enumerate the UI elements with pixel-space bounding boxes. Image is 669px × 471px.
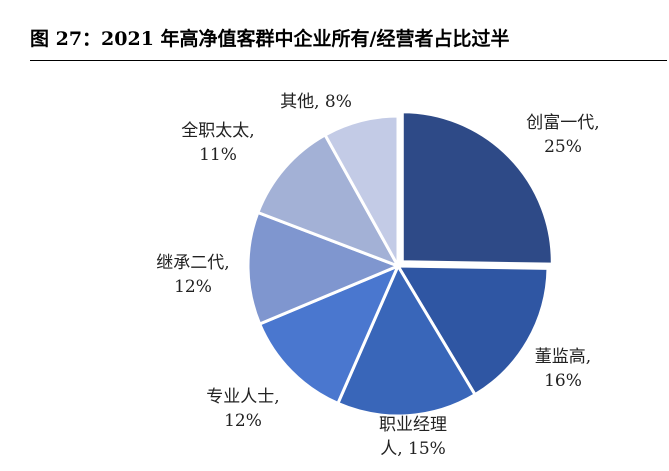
slice-label-3-line-1: 职业经理 <box>379 415 447 435</box>
slice-label-3-line-2: 人, 15% <box>380 439 446 459</box>
pie-slice-7 <box>323 114 400 268</box>
slice-label-6-line-2: 11% <box>199 145 237 165</box>
pie-slice-6 <box>256 133 400 268</box>
title-underline <box>30 60 667 61</box>
slice-label-2-line-1: 董监高, <box>535 347 591 367</box>
slice-label-1-line-1: 创富一代, <box>526 113 599 133</box>
slice-label-4-line-2: 12% <box>224 411 262 431</box>
slice-label-4-line-1: 专业人士, <box>206 387 279 407</box>
pie-slice-5 <box>246 210 400 326</box>
slice-label-2-line-2: 16% <box>544 371 582 391</box>
slice-label-5-line-1: 继承二代, <box>156 253 229 273</box>
slice-label-1-line-2: 25% <box>544 137 582 157</box>
slice-label-7-line-1: 其他, 8% <box>280 92 352 112</box>
slice-label-5-line-2: 12% <box>174 277 212 297</box>
pie-slice-2 <box>396 264 550 397</box>
chart-title: 图 27：2021 年高净值客群中企业所有/经营者占比过半 <box>30 28 510 50</box>
slice-label-6-line-1: 全职太太, <box>181 121 254 141</box>
pie-slice-3 <box>336 264 477 418</box>
pie-slice-4 <box>258 264 400 405</box>
pie-slices <box>246 110 554 418</box>
pie-slice-1 <box>400 110 554 266</box>
